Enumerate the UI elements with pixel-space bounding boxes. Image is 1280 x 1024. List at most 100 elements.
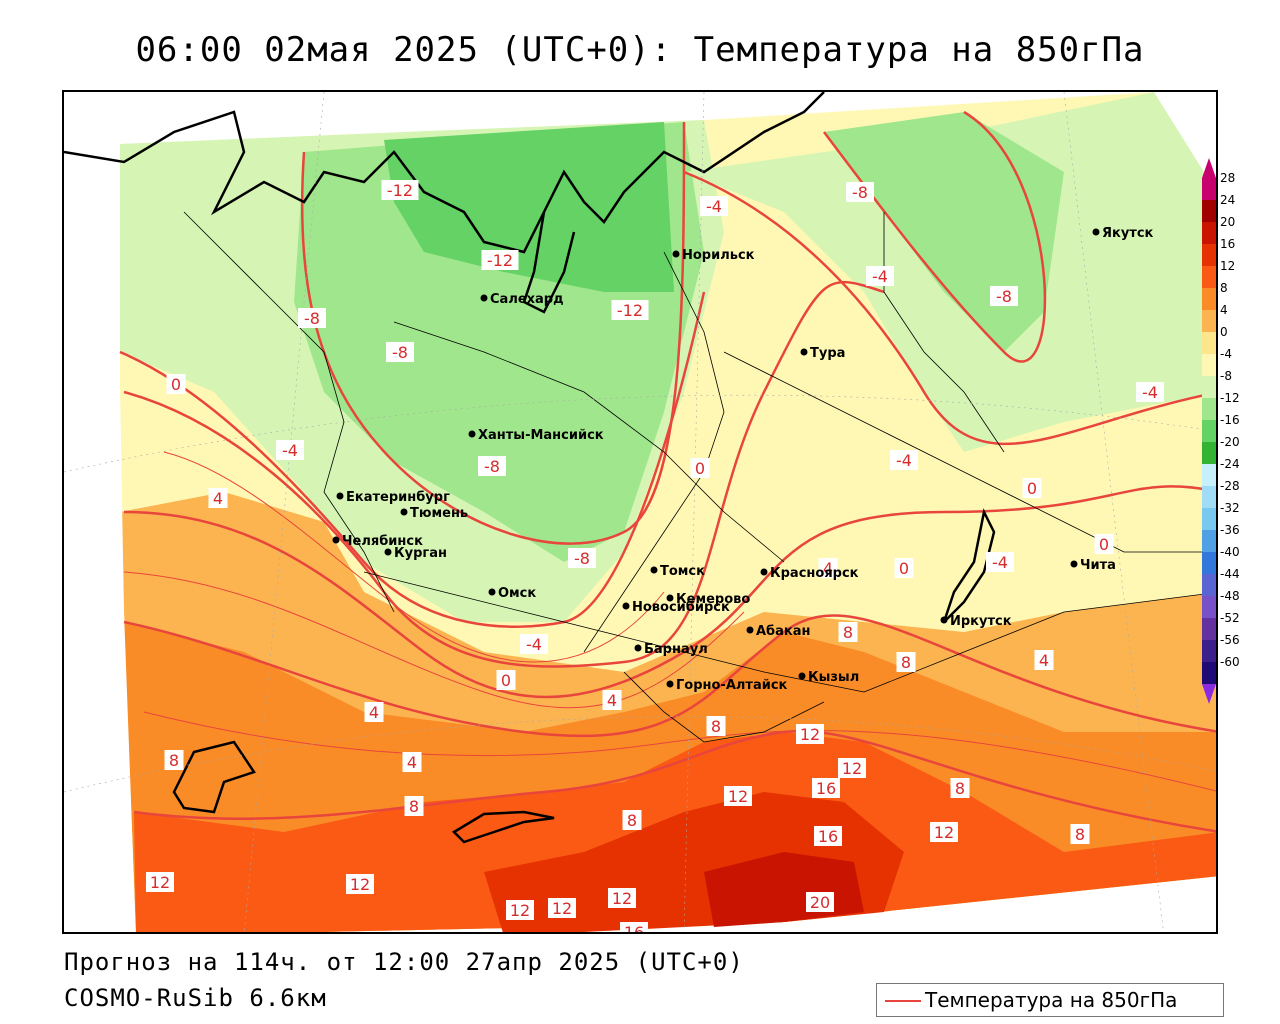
- scale-cell: [1202, 398, 1216, 420]
- isotherm-label-bg: [866, 266, 894, 286]
- city-label: Омск: [498, 586, 536, 601]
- isotherm-label: -12: [617, 301, 643, 320]
- city-label: Екатеринбург: [346, 490, 450, 505]
- isotherm-label-bg: [796, 724, 824, 744]
- isotherm-label-bg: [364, 702, 384, 722]
- isotherm-line: [123, 614, 1216, 738]
- city-marker-icon[interactable]: [384, 548, 392, 556]
- city-label: Томск: [660, 564, 705, 579]
- lake-aral: [172, 740, 256, 814]
- city-label: Кызыл: [808, 670, 859, 685]
- isotherm-label-bg: [1136, 382, 1164, 402]
- scale-label: -8: [1220, 369, 1232, 383]
- scale-cell: [1202, 486, 1216, 508]
- temperature-map[interactable]: -12 -12 -12 -4 -8 -4 -8 -8 -8 -8 -8 -4 -4 -4 -4 -4 0 0 0 0 0…: [62, 90, 1218, 934]
- region-border: [883, 212, 1005, 453]
- city-marker-icon[interactable]: [468, 430, 476, 438]
- scale-label: 16: [1220, 237, 1236, 251]
- isotherm-label: -4: [282, 441, 298, 460]
- coastline-yamal: [522, 211, 576, 314]
- isotherm-label-bg: [481, 250, 519, 270]
- city-label: Абакан: [756, 624, 811, 639]
- isotherm-label: -12: [387, 181, 413, 200]
- scale-label: 12: [1220, 259, 1236, 273]
- city-marker-icon[interactable]: [336, 492, 344, 500]
- scale-cell: [1202, 376, 1216, 398]
- isotherm-label: 4: [1039, 651, 1049, 670]
- isotherm-label: 8: [627, 811, 637, 830]
- isotherm-label-bg: [950, 778, 970, 798]
- isotherm-label: -4: [526, 635, 542, 654]
- city-marker-icon[interactable]: [622, 602, 630, 610]
- isotherm-label: 0: [899, 559, 909, 578]
- city-label: Новосибирск: [632, 600, 730, 615]
- isotherm-label-bg: [806, 892, 834, 912]
- isotherm-label-bg: [402, 752, 422, 772]
- city-marker-icon[interactable]: [800, 348, 808, 356]
- isotherm-label-bg: [386, 342, 414, 362]
- city-marker-icon[interactable]: [634, 644, 642, 652]
- scale-cell: [1202, 354, 1216, 376]
- isotherm-label-bg: [404, 796, 424, 816]
- scale-label: 8: [1220, 281, 1228, 295]
- city-marker-icon[interactable]: [760, 568, 768, 576]
- isotherm-label-bg: [568, 548, 596, 568]
- scale-label: -60: [1220, 655, 1240, 669]
- city-marker-icon[interactable]: [666, 680, 674, 688]
- scale-cell: [1202, 288, 1216, 310]
- scale-cell: [1202, 420, 1216, 442]
- city-marker-icon[interactable]: [940, 616, 948, 624]
- legend-line-swatch: [885, 1000, 921, 1002]
- city-label: Красноярск: [770, 566, 859, 581]
- isotherm-label-bg: [298, 308, 326, 328]
- city-marker-icon[interactable]: [650, 566, 658, 574]
- region-border: [393, 321, 785, 563]
- scale-label: -16: [1220, 413, 1240, 427]
- city-label: Ханты-Мансийск: [478, 428, 604, 443]
- city-marker-icon[interactable]: [1092, 228, 1100, 236]
- scale-cell: [1202, 640, 1216, 662]
- isotherm-label: -8: [852, 183, 868, 202]
- isotherm-thin: [163, 451, 665, 663]
- isotherm-label: 16: [624, 923, 644, 934]
- city-label: Чита: [1080, 558, 1116, 573]
- scale-cell: [1202, 222, 1216, 244]
- city-marker-icon[interactable]: [488, 588, 496, 596]
- city-marker-icon[interactable]: [666, 594, 674, 602]
- graticule: [1063, 92, 1164, 932]
- isotherm-label: 0: [695, 459, 705, 478]
- isotherm-label: 0: [171, 375, 181, 394]
- isotherm-label: 8: [843, 623, 853, 642]
- isotherm-thin: [143, 711, 1216, 792]
- city-marker-icon[interactable]: [332, 536, 340, 544]
- isotherm-label: 4: [823, 559, 833, 578]
- isotherm-label: -12: [487, 251, 513, 270]
- isotherm-label-bg: [608, 888, 636, 908]
- scale-cell: [1202, 332, 1216, 354]
- city-marker-icon[interactable]: [746, 626, 754, 634]
- scale-cell: [1202, 552, 1216, 574]
- city-marker-icon[interactable]: [400, 508, 408, 516]
- city-marker-icon[interactable]: [480, 294, 488, 302]
- isotherm-label: 0: [1027, 479, 1037, 498]
- city-label: Тюмень: [410, 506, 468, 521]
- scale-label: -24: [1220, 457, 1240, 471]
- isotherm-label-bg: [690, 458, 710, 478]
- isotherm-label-bg: [620, 922, 648, 932]
- city-marker-icon[interactable]: [672, 250, 680, 258]
- isotherm-label-bg: [890, 450, 918, 470]
- coastline: [64, 92, 825, 254]
- isotherm-label-bg: [896, 652, 916, 672]
- city-marker-icon[interactable]: [798, 672, 806, 680]
- city-label: Горно-Алтайск: [676, 678, 788, 693]
- region-border: [183, 211, 395, 613]
- scale-label: 20: [1220, 215, 1236, 229]
- isotherm-label: 0: [501, 671, 511, 690]
- isotherm-label-bg: [276, 440, 304, 460]
- isotherm-label: -4: [896, 451, 912, 470]
- isotherm-label-bg: [548, 898, 576, 918]
- city-marker-icon[interactable]: [1070, 560, 1078, 568]
- isotherm-label-bg: [986, 552, 1014, 572]
- scale-cell: [1202, 530, 1216, 552]
- isotherm-label-bg: [166, 374, 186, 394]
